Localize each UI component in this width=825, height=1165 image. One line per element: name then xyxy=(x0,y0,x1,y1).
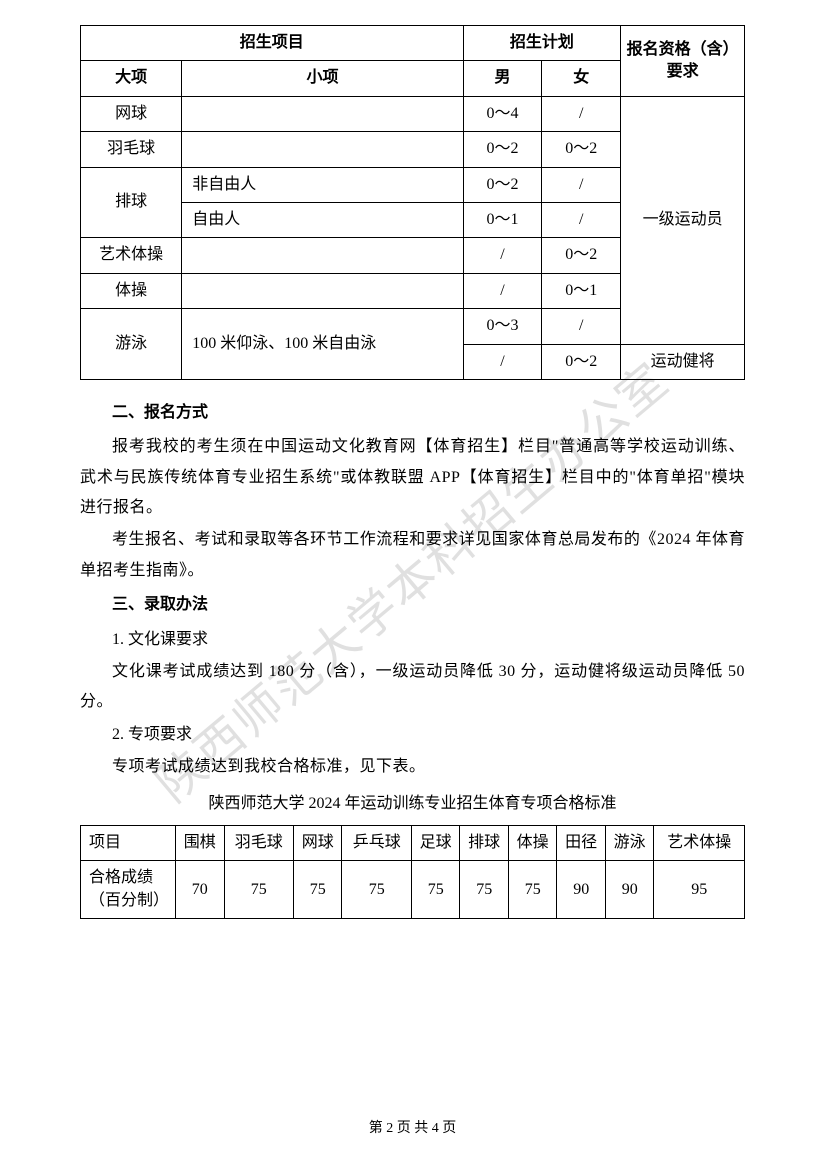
cell-major: 体操 xyxy=(81,273,182,308)
col-sport: 游泳 xyxy=(605,825,654,860)
col-sport: 艺术体操 xyxy=(654,825,745,860)
cell-minor: 自由人 xyxy=(182,202,463,237)
cell-female: / xyxy=(542,167,621,202)
cell-major: 游泳 xyxy=(81,309,182,380)
cell-score: 75 xyxy=(411,861,460,919)
cell-score: 75 xyxy=(342,861,411,919)
cell-female: 0～1 xyxy=(542,273,621,308)
standards-table: 项目 围棋 羽毛球 网球 乒乓球 足球 排球 体操 田径 游泳 艺术体操 合格成… xyxy=(80,825,745,919)
section2-p2: 考生报名、考试和录取等各环节工作流程和要求详见国家体育总局发布的《2024 年体… xyxy=(80,525,745,586)
cell-req-level1: 一级运动员 xyxy=(621,96,745,344)
cell-minor xyxy=(182,273,463,308)
section3-sub2: 2. 专项要求 xyxy=(80,720,745,750)
header-major: 大项 xyxy=(81,61,182,96)
header-female: 女 xyxy=(542,61,621,96)
section3-p1: 文化课考试成绩达到 180 分（含），一级运动员降低 30 分，运动健将级运动员… xyxy=(80,657,745,718)
cell-score: 75 xyxy=(293,861,342,919)
cell-score: 70 xyxy=(176,861,225,919)
col-sport: 田径 xyxy=(557,825,606,860)
col-sport: 排球 xyxy=(460,825,509,860)
row-label-score: 合格成绩（百分制） xyxy=(81,861,176,919)
section3-sub1: 1. 文化课要求 xyxy=(80,625,745,655)
section3-p2: 专项考试成绩达到我校合格标准，见下表。 xyxy=(80,752,745,782)
col-sport: 乒乓球 xyxy=(342,825,411,860)
cell-female: 0～2 xyxy=(542,238,621,273)
section2-title: 二、报名方式 xyxy=(80,398,745,428)
cell-male: 0～1 xyxy=(463,202,542,237)
header-male: 男 xyxy=(463,61,542,96)
cell-minor xyxy=(182,238,463,273)
cell-female: / xyxy=(542,202,621,237)
header-plan: 招生计划 xyxy=(463,26,621,61)
cell-score: 75 xyxy=(460,861,509,919)
cell-minor: 非自由人 xyxy=(182,167,463,202)
cell-minor xyxy=(182,96,463,131)
cell-major: 艺术体操 xyxy=(81,238,182,273)
cell-male: / xyxy=(463,238,542,273)
col-sport: 羽毛球 xyxy=(224,825,293,860)
cell-male: / xyxy=(463,344,542,379)
page-content: 招生项目 招生计划 报名资格（含）要求 大项 小项 男 女 网球 0～4 / 一… xyxy=(80,25,745,919)
enrollment-table: 招生项目 招生计划 报名资格（含）要求 大项 小项 男 女 网球 0～4 / 一… xyxy=(80,25,745,380)
table-row: 项目 围棋 羽毛球 网球 乒乓球 足球 排球 体操 田径 游泳 艺术体操 xyxy=(81,825,745,860)
cell-male: 0～2 xyxy=(463,132,542,167)
cell-male: 0～4 xyxy=(463,96,542,131)
table2-title: 陕西师范大学 2024 年运动训练专业招生体育专项合格标准 xyxy=(80,789,745,819)
header-project: 招生项目 xyxy=(81,26,464,61)
section2-p1: 报考我校的考生须在中国运动文化教育网【体育招生】栏目"普通高等学校运动训练、武术… xyxy=(80,432,745,523)
page-footer: 第 2 页 共 4 页 xyxy=(0,1116,825,1143)
header-minor: 小项 xyxy=(182,61,463,96)
table-row: 合格成绩（百分制） 70 75 75 75 75 75 75 90 90 95 xyxy=(81,861,745,919)
cell-female: / xyxy=(542,309,621,344)
cell-major: 网球 xyxy=(81,96,182,131)
row-label-project: 项目 xyxy=(81,825,176,860)
col-sport: 网球 xyxy=(293,825,342,860)
cell-score: 95 xyxy=(654,861,745,919)
cell-minor: 100 米仰泳、100 米自由泳 xyxy=(182,309,463,380)
cell-req-level2: 运动健将 xyxy=(621,344,745,379)
cell-score: 90 xyxy=(557,861,606,919)
cell-female: 0～2 xyxy=(542,344,621,379)
header-requirement: 报名资格（含）要求 xyxy=(621,26,745,97)
cell-female: / xyxy=(542,96,621,131)
cell-female: 0～2 xyxy=(542,132,621,167)
cell-score: 75 xyxy=(508,861,557,919)
cell-major: 排球 xyxy=(81,167,182,238)
section3-title: 三、录取办法 xyxy=(80,590,745,620)
cell-score: 75 xyxy=(224,861,293,919)
table-row: 网球 0～4 / 一级运动员 xyxy=(81,96,745,131)
cell-male: 0～3 xyxy=(463,309,542,344)
cell-male: / xyxy=(463,273,542,308)
cell-major: 羽毛球 xyxy=(81,132,182,167)
col-sport: 足球 xyxy=(411,825,460,860)
cell-score: 90 xyxy=(605,861,654,919)
cell-male: 0～2 xyxy=(463,167,542,202)
col-sport: 体操 xyxy=(508,825,557,860)
cell-minor xyxy=(182,132,463,167)
col-sport: 围棋 xyxy=(176,825,225,860)
